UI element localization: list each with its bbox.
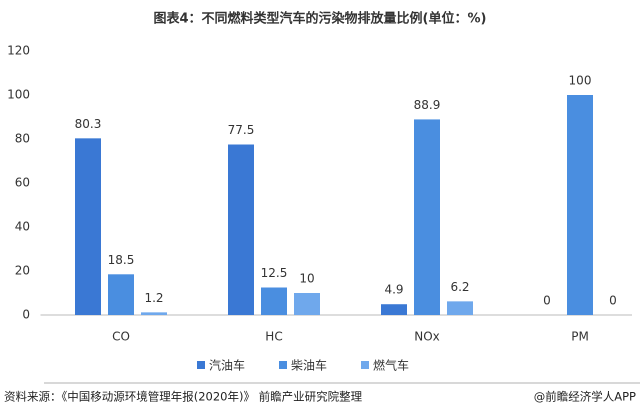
y-tick-label: 120 [7, 44, 30, 58]
value-label: 12.5 [261, 266, 288, 280]
chart-title: 图表4：不同燃料类型汽车的污染物排放量比例(单位：%) [154, 11, 487, 27]
legend-swatch [279, 361, 287, 369]
legend-label: 汽油车 [209, 358, 245, 373]
value-label: 100 [569, 74, 592, 88]
legend-label: 燃气车 [373, 358, 409, 373]
x-tick-label: CO [112, 330, 130, 344]
value-label: 0 [543, 294, 551, 308]
x-tick-label: HC [265, 330, 282, 344]
legend-swatch [361, 361, 369, 369]
bar [414, 119, 440, 315]
bar [294, 293, 320, 315]
value-label: 4.9 [384, 283, 403, 297]
bar [228, 144, 254, 315]
value-label: 1.2 [144, 291, 163, 305]
value-label: 18.5 [108, 253, 135, 267]
bar [567, 95, 593, 315]
x-tick-label: PM [571, 330, 589, 344]
y-tick-label: 40 [15, 220, 30, 234]
y-tick-label: 20 [15, 264, 30, 278]
bar [108, 274, 134, 315]
footer-brand: @前瞻经济学人APP [534, 390, 636, 404]
value-label: 88.9 [414, 98, 441, 112]
x-tick-label: NOx [414, 330, 440, 344]
y-tick-label: 80 [15, 132, 30, 146]
y-tick-label: 100 [7, 88, 30, 102]
bar [447, 301, 473, 315]
bar [381, 304, 407, 315]
y-tick-label: 60 [15, 176, 30, 190]
legend-label: 柴油车 [291, 358, 327, 373]
y-tick-label: 0 [22, 308, 30, 322]
legend-swatch [197, 361, 205, 369]
value-label: 77.5 [228, 123, 255, 137]
value-label: 10 [299, 272, 314, 286]
footer-source: 资料来源：《中国移动源环境管理年报(2020年)》 前瞻产业研究院整理 [4, 390, 363, 404]
bar [75, 138, 101, 315]
bar [261, 287, 287, 315]
bar [141, 312, 167, 315]
value-label: 80.3 [75, 117, 102, 131]
value-label: 6.2 [450, 280, 469, 294]
value-label: 0 [609, 294, 617, 308]
